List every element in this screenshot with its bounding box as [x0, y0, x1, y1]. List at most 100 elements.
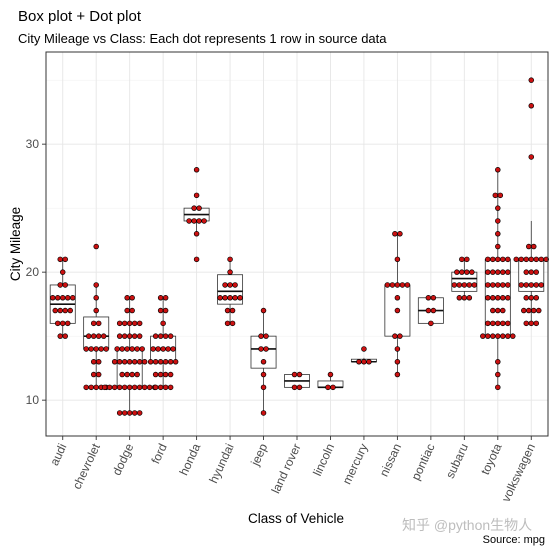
- data-point: [495, 243, 501, 250]
- data-point: [528, 295, 535, 301]
- data-point: [147, 359, 154, 365]
- data-point: [124, 295, 130, 301]
- data-point: [111, 384, 118, 391]
- y-tick-label: 30: [26, 137, 40, 151]
- data-point: [167, 333, 174, 339]
- data-point: [69, 295, 76, 301]
- data-point: [523, 256, 530, 263]
- data-point: [116, 359, 123, 365]
- data-point: [490, 295, 496, 301]
- x-tick-label: jeep: [248, 441, 271, 469]
- data-point: [95, 333, 102, 339]
- x-tick-label: nissan: [377, 441, 404, 478]
- data-point: [510, 333, 516, 339]
- data-point: [528, 256, 535, 263]
- x-tick-label: pontiac: [409, 441, 438, 482]
- data-point: [193, 192, 200, 199]
- data-point: [93, 307, 99, 314]
- data-point: [136, 384, 143, 391]
- y-tick-label: 20: [26, 265, 40, 279]
- data-point: [260, 384, 267, 391]
- data-point: [495, 269, 501, 275]
- data-point: [129, 371, 135, 378]
- data-point: [129, 346, 135, 352]
- data-point: [361, 346, 367, 352]
- x-tick-label: toyota: [478, 441, 505, 477]
- dots-layer: [49, 77, 550, 416]
- data-point: [296, 371, 303, 378]
- y-axis-title: City Mileage: [8, 207, 23, 281]
- data-point: [394, 256, 401, 263]
- caption: Source: mpg: [483, 534, 545, 546]
- data-point: [327, 371, 334, 378]
- data-point: [93, 295, 99, 301]
- data-point: [528, 77, 535, 83]
- data-point: [490, 282, 496, 288]
- data-point: [157, 371, 164, 378]
- data-point: [523, 282, 530, 288]
- data-point: [88, 384, 94, 391]
- data-point: [394, 282, 401, 288]
- data-point: [399, 282, 406, 288]
- data-point: [428, 320, 434, 327]
- chart-title: Box plot + Dot plot: [18, 8, 142, 25]
- data-point: [459, 256, 465, 263]
- x-tick-label: audi: [47, 441, 69, 467]
- data-point: [456, 295, 463, 301]
- data-point: [392, 231, 398, 237]
- data-point: [490, 256, 496, 263]
- data-point: [162, 307, 169, 314]
- data-point: [162, 333, 169, 339]
- data-point: [121, 320, 128, 327]
- data-point: [126, 359, 133, 365]
- data-point: [296, 384, 303, 391]
- data-point: [227, 256, 233, 263]
- data-point: [485, 295, 491, 301]
- data-point: [536, 307, 542, 314]
- data-point: [57, 256, 63, 263]
- data-point: [361, 359, 367, 365]
- x-tick-label: chevrolet: [70, 441, 104, 492]
- data-point: [155, 346, 161, 352]
- data-point: [513, 256, 520, 263]
- data-point: [461, 282, 468, 288]
- data-point: [394, 359, 401, 365]
- data-point: [538, 256, 545, 263]
- data-point: [480, 333, 486, 339]
- data-point: [57, 333, 63, 339]
- data-point: [495, 295, 501, 301]
- data-point: [59, 320, 66, 327]
- data-point: [54, 295, 61, 301]
- x-tick-label: hyundai: [206, 441, 236, 485]
- data-point: [193, 167, 200, 173]
- data-point: [139, 346, 145, 352]
- data-point: [116, 410, 123, 416]
- x-tick-label: mercury: [340, 441, 371, 486]
- x-tick-label: lincoln: [310, 441, 337, 478]
- data-point: [88, 346, 94, 352]
- data-point: [186, 218, 192, 224]
- data-point: [394, 295, 401, 301]
- box-iqr: [83, 316, 110, 350]
- data-point: [64, 320, 71, 327]
- data-point: [101, 384, 108, 391]
- data-point: [196, 218, 202, 224]
- data-point: [528, 154, 535, 160]
- data-point: [152, 384, 159, 391]
- x-tick-label: ford: [148, 441, 169, 466]
- data-point: [59, 295, 66, 301]
- data-point: [160, 346, 166, 352]
- data-point: [291, 371, 298, 378]
- data-point: [57, 282, 63, 288]
- data-point: [521, 307, 527, 314]
- data-point: [500, 256, 506, 263]
- data-point: [485, 320, 491, 327]
- data-point: [126, 320, 133, 327]
- data-point: [394, 371, 401, 378]
- data-point: [533, 295, 540, 301]
- data-point: [121, 410, 128, 416]
- data-point: [505, 320, 511, 327]
- data-point: [95, 371, 102, 378]
- data-point: [505, 282, 511, 288]
- data-point: [495, 205, 501, 211]
